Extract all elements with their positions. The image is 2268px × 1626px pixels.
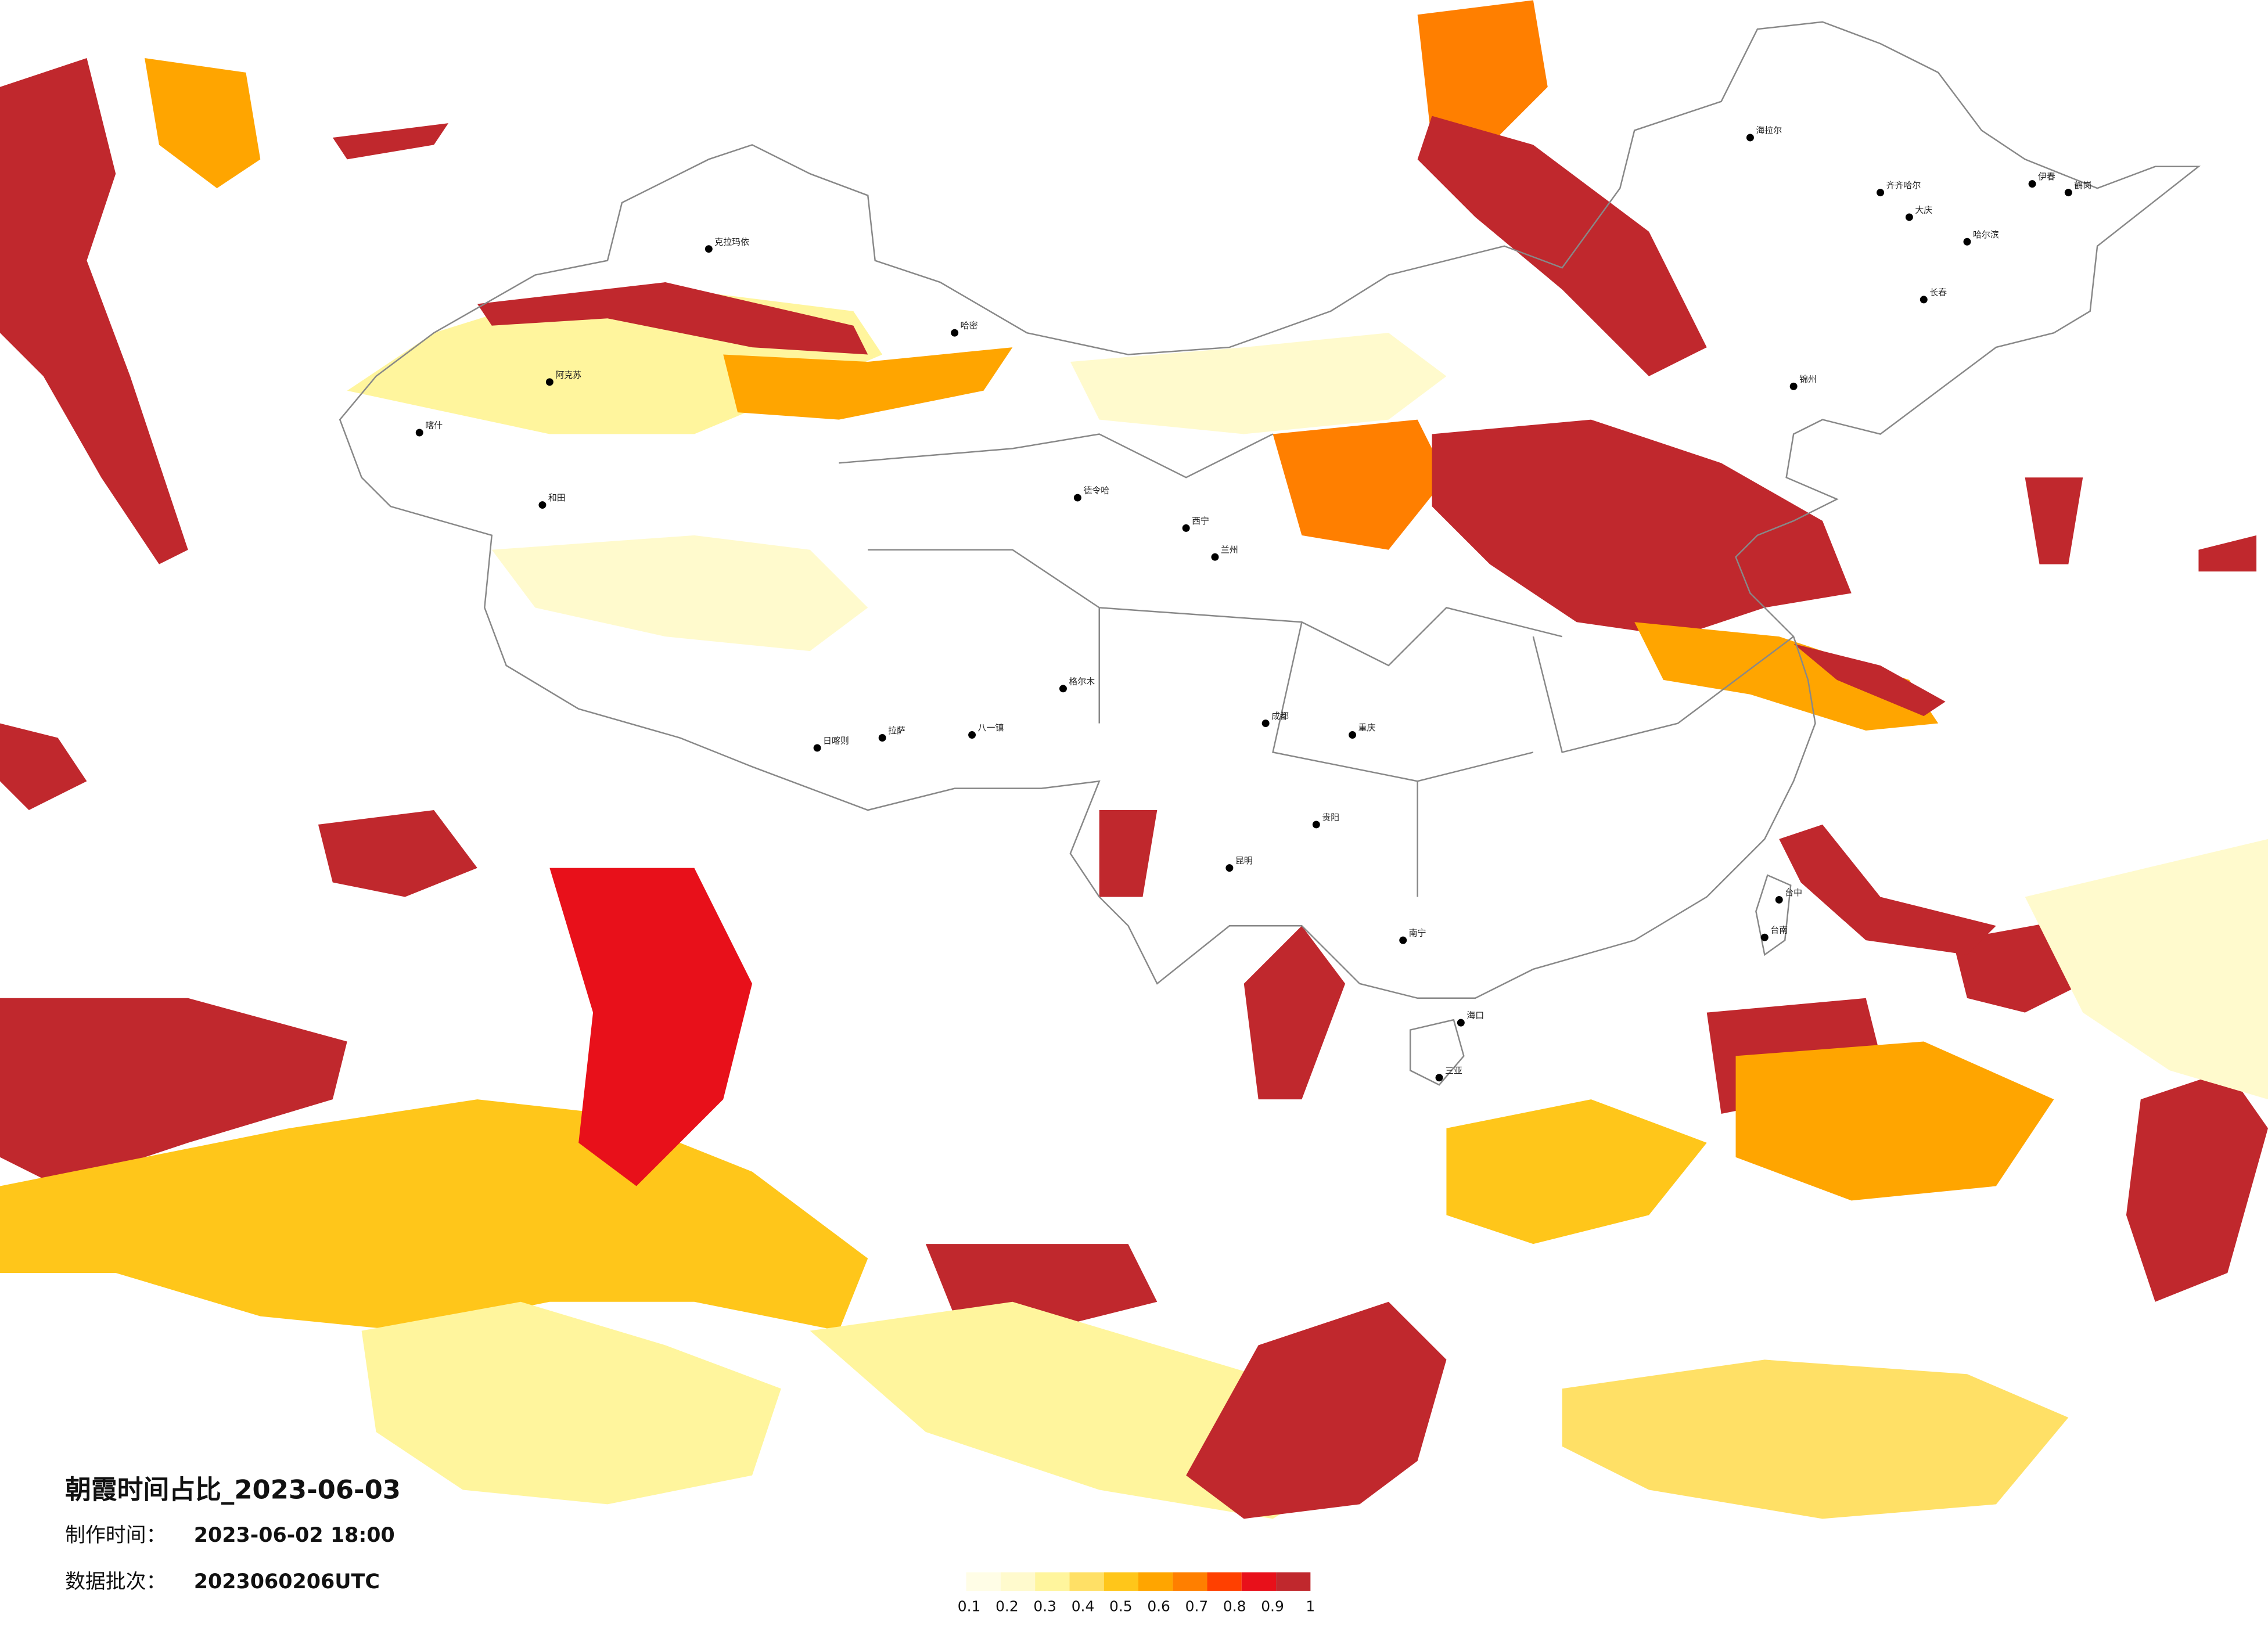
city-label: 台南 — [1770, 925, 1788, 936]
colorbar-tick-label: 1 — [1306, 1598, 1315, 1615]
make-time-label: 制作时间： — [65, 1524, 166, 1547]
city-label: 哈密 — [961, 321, 978, 331]
colorbar-tick-label: 0.8 — [1223, 1598, 1246, 1615]
colorbar-swatch — [1104, 1572, 1138, 1591]
city-label: 格尔木 — [1069, 676, 1095, 686]
colorbar-swatch — [1138, 1572, 1173, 1591]
city-label: 西宁 — [1192, 516, 1209, 526]
colorbar-swatch — [1000, 1572, 1036, 1591]
city-dot — [1225, 864, 1234, 872]
make-time-value: 2023-06-02 18:00 — [194, 1524, 395, 1547]
city-dot — [1211, 553, 1219, 561]
city-dot — [1920, 296, 1928, 304]
city-label: 成都 — [1271, 711, 1289, 721]
city-label: 克拉玛依 — [714, 236, 749, 247]
city-dot — [1905, 213, 1913, 221]
city-label: 哈尔滨 — [1973, 229, 1999, 240]
cloud-field — [0, 0, 2268, 1519]
batch-value: 2023060206UTC — [194, 1570, 380, 1593]
city-label: 鹤岗 — [2074, 180, 2091, 190]
city-dot — [878, 734, 886, 742]
colorbar-tick-label: 0.4 — [1072, 1598, 1095, 1615]
city-dot — [1261, 720, 1270, 728]
colorbar: 0.1 0.2 0.3 0.4 0.5 0.6 0.7 0.8 0.9 1 — [958, 1572, 1315, 1615]
city-dot — [1349, 731, 1357, 739]
colorbar-swatch — [1241, 1572, 1277, 1591]
colorbar-swatch — [966, 1572, 1001, 1591]
city-dot — [1963, 238, 1971, 246]
city-label: 日喀则 — [823, 735, 849, 746]
city-dot — [813, 744, 821, 752]
city-dot — [951, 329, 959, 337]
city-dot — [2064, 189, 2072, 197]
city-label: 贵阳 — [1322, 812, 1339, 822]
city-label: 拉萨 — [888, 725, 905, 736]
colorbar-swatch — [1035, 1572, 1070, 1591]
city-label: 阿克苏 — [555, 369, 581, 380]
city-label: 长春 — [1929, 287, 1947, 297]
colorbar-tick-label: 0.7 — [1185, 1598, 1209, 1615]
colorbar-tick-label: 0.1 — [958, 1598, 981, 1615]
city-label: 海口 — [1467, 1010, 1484, 1021]
city-label: 齐齐哈尔 — [1886, 180, 1921, 190]
city-label: 兰州 — [1221, 545, 1238, 555]
city-label: 喀什 — [425, 420, 443, 431]
city-dot — [968, 731, 976, 739]
colorbar-swatch — [1276, 1572, 1311, 1591]
city-label: 海拉尔 — [1756, 125, 1782, 135]
colorbar-swatch — [1069, 1572, 1104, 1591]
city-label: 德令哈 — [1083, 485, 1109, 496]
city-dot — [1457, 1019, 1465, 1027]
city-dot — [415, 429, 423, 437]
city-dot — [1760, 933, 1769, 941]
city-label: 锦州 — [1799, 374, 1817, 384]
city-label: 伊春 — [2038, 171, 2055, 182]
colorbar-tick-label: 0.5 — [1109, 1598, 1133, 1615]
colorbar-tick-label: 0.9 — [1261, 1598, 1284, 1615]
city-dot — [705, 245, 713, 253]
batch-label: 数据批次： — [65, 1570, 166, 1593]
colorbar-swatch — [1173, 1572, 1207, 1591]
boundaries — [339, 21, 2201, 1086]
city-dot — [1399, 936, 1407, 944]
city-label: 大庆 — [1915, 204, 1932, 215]
city-dot — [545, 378, 553, 386]
city-label: 三亚 — [1445, 1065, 1462, 1075]
city-dot — [538, 501, 547, 509]
city-dot — [1312, 821, 1320, 829]
city-dot — [1877, 189, 1885, 197]
map-title: 朝霞时间占比_2023-06-03 — [65, 1474, 401, 1505]
city-dot — [1073, 494, 1081, 502]
city-dot — [1059, 685, 1067, 693]
city-dot — [1746, 134, 1754, 142]
city-dot — [1182, 524, 1190, 532]
city-label: 和田 — [548, 492, 566, 503]
colorbar-tick-label: 0.6 — [1147, 1598, 1170, 1615]
city-dot — [1435, 1074, 1443, 1082]
city-label: 南宁 — [1409, 928, 1426, 938]
colorbar-swatch — [1207, 1572, 1242, 1591]
city-dot — [1775, 895, 1783, 904]
colorbar-tick-label: 0.3 — [1033, 1598, 1056, 1615]
city-label: 昆明 — [1235, 855, 1253, 866]
city-dot — [1789, 382, 1798, 390]
city-label: 台中 — [1785, 887, 1802, 898]
colorbar-tick-label: 0.2 — [995, 1598, 1019, 1615]
city-label: 重庆 — [1358, 722, 1376, 733]
city-label: 八一镇 — [978, 722, 1004, 733]
city-dot — [2028, 180, 2036, 188]
